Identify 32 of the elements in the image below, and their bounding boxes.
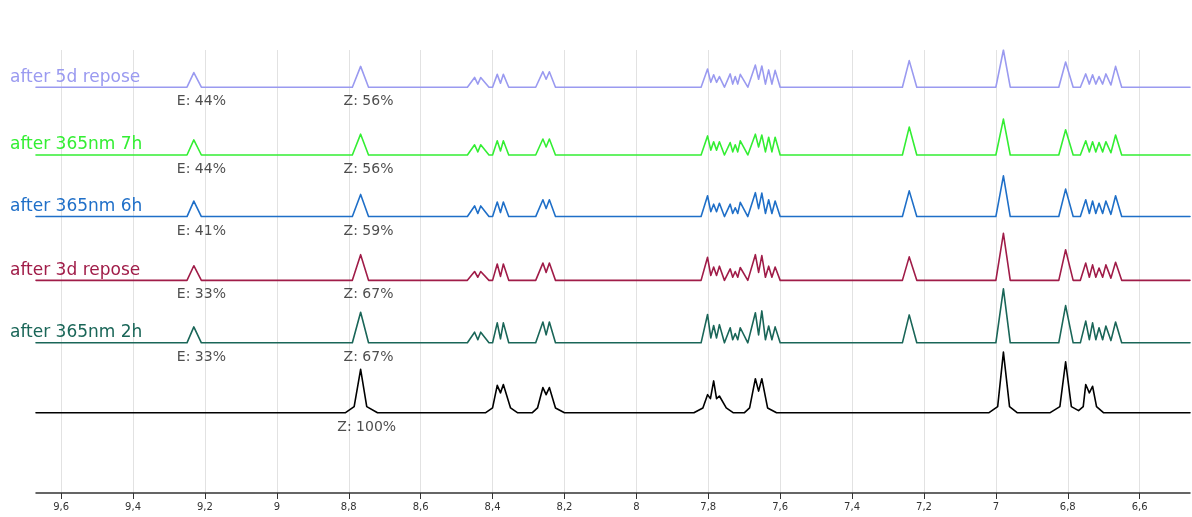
annotation: Z: 100% [337,417,397,434]
series-label: after 3d repose [10,258,141,279]
x-tick-label: 7,6 [772,500,789,512]
series-label: after 365nm 7h [10,133,143,154]
annotation: Z: 59% [343,221,394,238]
annotation: Z: 56% [343,92,394,109]
series-label: after 365nm 2h [10,321,143,342]
annotation: E: 44% [176,159,226,176]
annotation: E: 33% [176,285,226,302]
series-label: after 365nm 6h [10,195,143,216]
x-tick-label: 9,6 [53,500,70,512]
x-tick-label: 9 [273,500,281,512]
x-tick-label: 6,6 [1131,500,1148,512]
x-tick-label: 8 [633,500,640,512]
x-tick-label: 9,4 [125,500,142,512]
x-tick-label: 8,2 [556,500,573,512]
x-tick-label: 7,8 [700,500,717,512]
x-tick-label: 7,4 [844,500,861,512]
x-tick-label: 9,2 [197,500,213,512]
x-tick-label: 7,2 [916,500,932,512]
x-tick-label: 8,8 [340,500,357,512]
x-tick-label: 8,6 [412,500,429,512]
annotation: E: 33% [176,347,226,364]
annotation: E: 41% [176,221,226,238]
annotation: Z: 67% [343,285,394,302]
x-tick-label: 6,8 [1059,500,1076,512]
annotation: Z: 56% [343,159,394,176]
annotation: E: 44% [176,92,226,109]
annotation: Z: 67% [343,347,394,364]
x-tick-label: 7 [992,500,1000,512]
x-tick-label: 8,4 [484,500,501,512]
series-label: after 5d repose [10,65,141,86]
